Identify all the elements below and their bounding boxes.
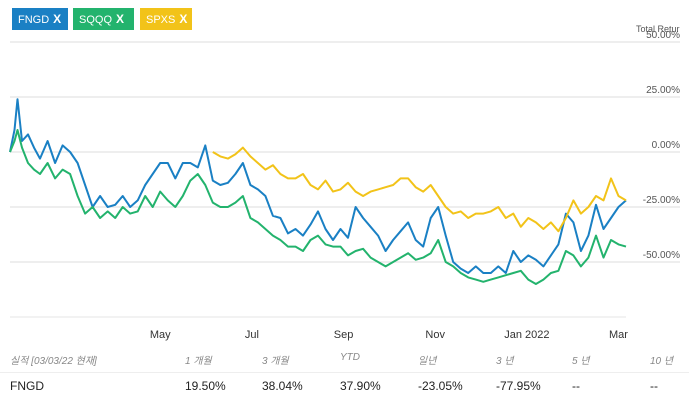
series-line-spxs (212, 146, 627, 233)
x-tick-label: May (150, 329, 171, 341)
header-cell-10y: 10 년 (650, 356, 674, 367)
close-icon[interactable]: X (116, 12, 125, 26)
x-tick-label: Jul (245, 329, 259, 341)
header-cell-3y: 3 년 (496, 356, 514, 367)
row-cell-1y: -23.05% (418, 379, 463, 393)
row-cell-1m: 19.50% (185, 379, 226, 393)
ticker-tag-fngd[interactable]: FNGD X (12, 8, 68, 30)
ticker-tag-sqqq[interactable]: SQQQ X (73, 8, 134, 30)
header-cell-ytd: YTD (340, 352, 360, 363)
ticker-tag-label: SPXS (146, 14, 176, 26)
table-divider (0, 372, 689, 373)
row-cell-5y: -- (572, 379, 580, 393)
header-cell-5y: 5 년 (572, 356, 590, 367)
y-axis-title: Total Retur (636, 24, 680, 34)
y-tick-label: -50.00% (643, 250, 680, 261)
table-row: FNGD 19.50% 38.04% 37.90% -23.05% -77.95… (0, 379, 689, 397)
y-axis-labels: 50.00% 25.00% 0.00% -25.00% -50.00% (643, 30, 680, 261)
ticker-tag-label: SQQQ (79, 14, 113, 26)
series-line-sqqq (9, 129, 627, 285)
series-line-fngd (9, 98, 627, 274)
chart-area: 50.00% 25.00% 0.00% -25.00% -50.00% Total Re… (9, 24, 680, 341)
x-axis-labels: May Jul Sep Nov Jan 2022 Mar (150, 329, 628, 341)
x-tick-label: Jan 2022 (504, 329, 549, 341)
grid-lines (10, 41, 680, 263)
y-tick-label: 0.00% (652, 140, 680, 151)
row-cell-ticker: FNGD (10, 379, 44, 393)
y-tick-label: 25.00% (646, 85, 680, 96)
x-tick-label: Sep (334, 329, 354, 341)
y-tick-label: 50.00% (646, 30, 680, 41)
row-cell-3m: 38.04% (262, 379, 303, 393)
row-cell-3y: -77.95% (496, 379, 541, 393)
x-tick-label: Mar (609, 329, 628, 341)
ticker-tag-label: FNGD (18, 14, 50, 26)
row-cell-ytd: 37.90% (340, 379, 381, 393)
performance-header-row: 실적 [03/03/22 현재] 1 개월 3 개월 YTD 일년 3 년 5 … (0, 352, 689, 370)
y-tick-label: -25.00% (643, 195, 680, 206)
header-cell-3m: 3 개월 (262, 356, 289, 367)
close-icon[interactable]: X (53, 12, 62, 26)
series-lines (9, 98, 627, 285)
x-tick-label: Nov (425, 329, 445, 341)
header-cell-1y: 일년 (418, 356, 437, 367)
header-cell-date: 실적 [03/03/22 현재] (10, 356, 97, 367)
close-icon[interactable]: X (179, 12, 188, 26)
ticker-tag-spxs[interactable]: SPXS X (140, 8, 192, 30)
header-cell-1m: 1 개월 (185, 356, 212, 367)
row-cell-10y: -- (650, 379, 658, 393)
